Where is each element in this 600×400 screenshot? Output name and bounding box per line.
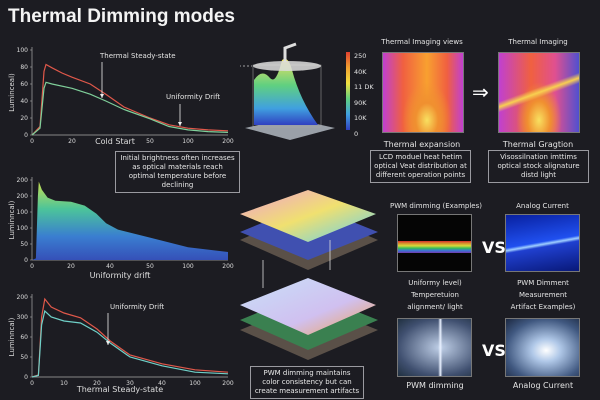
x-tick-label: 50 [146,138,154,145]
y-tick-label: 100 [17,225,29,232]
thermal-image-expansion [382,52,464,133]
thermal-view2-note: Visossilnation imttims optical stock ali… [488,150,589,183]
colorbar-label: 40K [354,67,367,76]
area-series [32,181,228,260]
analog-current-image [505,214,580,272]
x-tick-label: 40 [158,380,166,387]
x-tick-label: 200 [222,380,234,387]
x-tick-label: 100 [182,138,194,145]
thermal-view1-caption: Thermal expansion [383,140,461,149]
x-tick-label: 50 [146,263,154,270]
x-tick-label: 0 [30,380,34,387]
x-axis-label: Uniformity drift [90,271,151,280]
page-title: Thermal Dimming modes [8,6,235,27]
annotation-uniformity-drift-2: Uniformity Drift [110,303,165,311]
chart-thermal-steady-state: 0 10 20 30 40 100 200 0 50 60 300 200 Luminncal) Ther… [8,294,234,394]
y-tick-label: 100 [17,209,29,216]
analog-captions: PWM Dimment Measurement Artifact Examples) [498,277,588,313]
annotation-uniformity-drift: Uniformity Drift [166,93,221,101]
x-tick-label: 100 [182,263,194,270]
colorbar-labels: 250 40K 11 DK 90K 10K 0 [354,49,374,142]
x-axis-label: Cold Start [95,137,135,146]
spectrum-band [398,241,471,253]
x-tick-label: 200 [222,138,234,145]
x-axis-label: Thermal Steady-state [76,385,163,394]
annotation-thermal-steady-state: Thermal Steady-state [100,52,176,60]
vs-label: VS [482,238,506,257]
pwm-pattern-image [397,318,472,377]
arrow-head-icon [178,122,182,126]
analog-pattern-image [505,318,580,377]
pwm-captions: Uniformy level) Temperetuion alignment/ li… [390,277,480,313]
colorbar [346,52,350,130]
line-series-0 [31,63,229,136]
x-tick-label: 0 [30,138,34,145]
thermal-view1-title: Thermal Imaging views [381,38,463,46]
x-tick-label: 40 [106,263,114,270]
arrow-right-icon: ⇒ [472,80,489,104]
colorbar-label: 10K [354,114,367,122]
x-tick-label: 30 [126,380,134,387]
y-tick-label: 200 [17,177,29,184]
stack-note: PWM dimming maintains color consistency … [250,366,364,399]
x-tick-label: 10 [60,380,68,387]
y-axis-label: Luminncal) [8,317,16,356]
y-tick-label: 0 [24,257,28,264]
arrow-head-icon [106,341,110,345]
y-tick-label: 300 [17,314,29,321]
caption: Uniformy level) [408,279,462,287]
y-tick-label: 60 [20,334,28,341]
line-series-1 [31,81,229,136]
caption: PWM Dimment [517,279,569,287]
y-tick-label: 200 [17,294,29,301]
x-tick-label: 20 [93,380,101,387]
y-tick-label: 80 [20,64,28,71]
line-series-0 [31,297,229,378]
caption: Artifact Examples) [510,303,576,311]
line-series-1 [31,309,229,378]
x-tick-label: 100 [189,380,201,387]
y-axis-label: Luminncal) [8,200,16,239]
x-tick-label: 0 [30,263,34,270]
y-tick-label: 50 [20,241,28,248]
arrow-head-icon [100,94,104,98]
pwm-dimming-image [397,214,472,272]
intro-note: Initial brightness often increases as op… [115,151,240,193]
y-tick-label: 20 [20,115,28,122]
y-tick-label: 200 [17,193,29,200]
x-tick-label: 20 [68,138,76,145]
y-tick-label: 50 [20,354,28,361]
thermal-surface-3d [240,42,335,140]
thermal-image-gragtion [498,52,580,133]
caption: Temperetuion [411,291,459,299]
y-tick-label: 60 [20,81,28,88]
colorbar-label: 250 [354,52,367,60]
colorbar-label: 90K [354,98,367,107]
x-tick-label: 200 [222,263,234,270]
caption: alignment/ light [407,303,463,311]
y-axis-label: Luminceal) [8,73,16,112]
analog-current-title: Analog Current [516,202,569,210]
y-tick-label: 100 [17,47,29,54]
thermal-view2-caption: Thermal Gragtion [502,140,574,149]
thermal-view2-title: Thermal Imaging [508,38,568,46]
pwm-examples-title: PWM dimming (Examples) [390,202,482,210]
colorbar-label: 11 DK [354,83,374,91]
x-tick-label: 20 [67,263,75,270]
y-tick-label: 40 [20,98,28,105]
chart-uniformity-drift: 0 20 40 50 100 200050100100200200Luminncal)Un… [8,177,234,280]
vs-label-2: VS [482,341,506,360]
chart-luminance-cold-start: 0 20 50 100 200 0 20 40 60 80 100 Luminceal) Cold St… [8,47,234,146]
display-layer-stacks [240,190,378,360]
y-tick-label: 0 [24,132,28,139]
analog-bottom-caption: Analog Current [512,381,574,390]
pwm-bottom-caption: PWM dimming [406,381,464,390]
caption: Measurement [518,291,568,299]
colorbar-label: 0 [354,129,359,138]
thermal-view1-note: LCD moduel heat hetim optical Veat distr… [370,150,471,183]
y-tick-label: 0 [24,374,28,381]
